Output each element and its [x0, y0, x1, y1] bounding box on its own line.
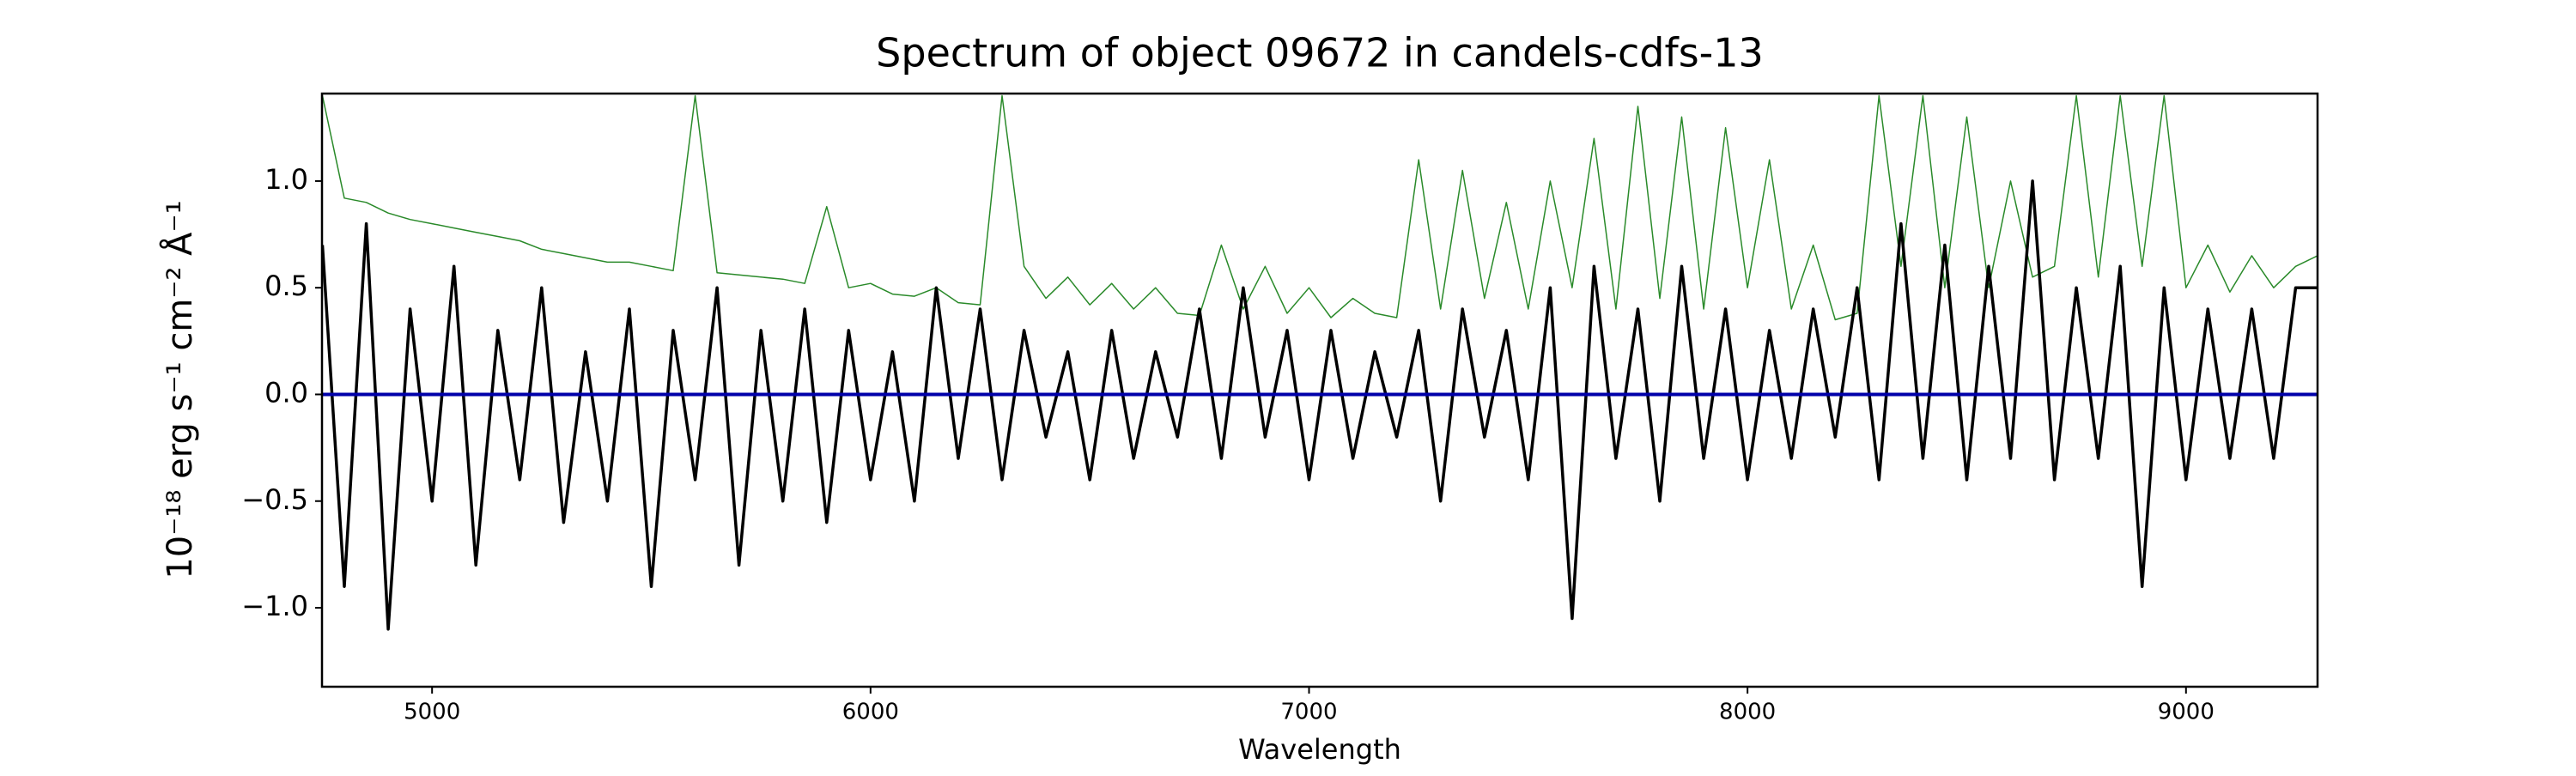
y-axis-label: 10⁻¹⁸ erg s⁻¹ cm⁻² Å⁻¹: [159, 200, 200, 579]
plot-area: [322, 94, 2318, 631]
y-tick-label: 1.0: [264, 163, 308, 196]
x-tick-label: 6000: [842, 700, 899, 725]
y-tick-label: 0.0: [264, 376, 308, 409]
x-tick-label: 5000: [404, 700, 460, 725]
y-tick-label: 0.5: [264, 270, 308, 302]
spectrum-line: [322, 179, 2318, 631]
x-tick-label: 7000: [1280, 700, 1337, 725]
y-tick-label: −0.5: [241, 483, 308, 516]
y-tick-label: −1.0: [241, 590, 308, 622]
axes-frame: [320, 92, 2319, 688]
x-axis-label: Wavelength: [1238, 733, 1401, 766]
chart-title: Spectrum of object 09672 in candels-cdfs…: [876, 30, 1764, 76]
x-tick-label: 8000: [1719, 700, 1776, 725]
spectrum-line: [322, 94, 2318, 321]
x-tick-label: 9000: [2158, 700, 2215, 725]
